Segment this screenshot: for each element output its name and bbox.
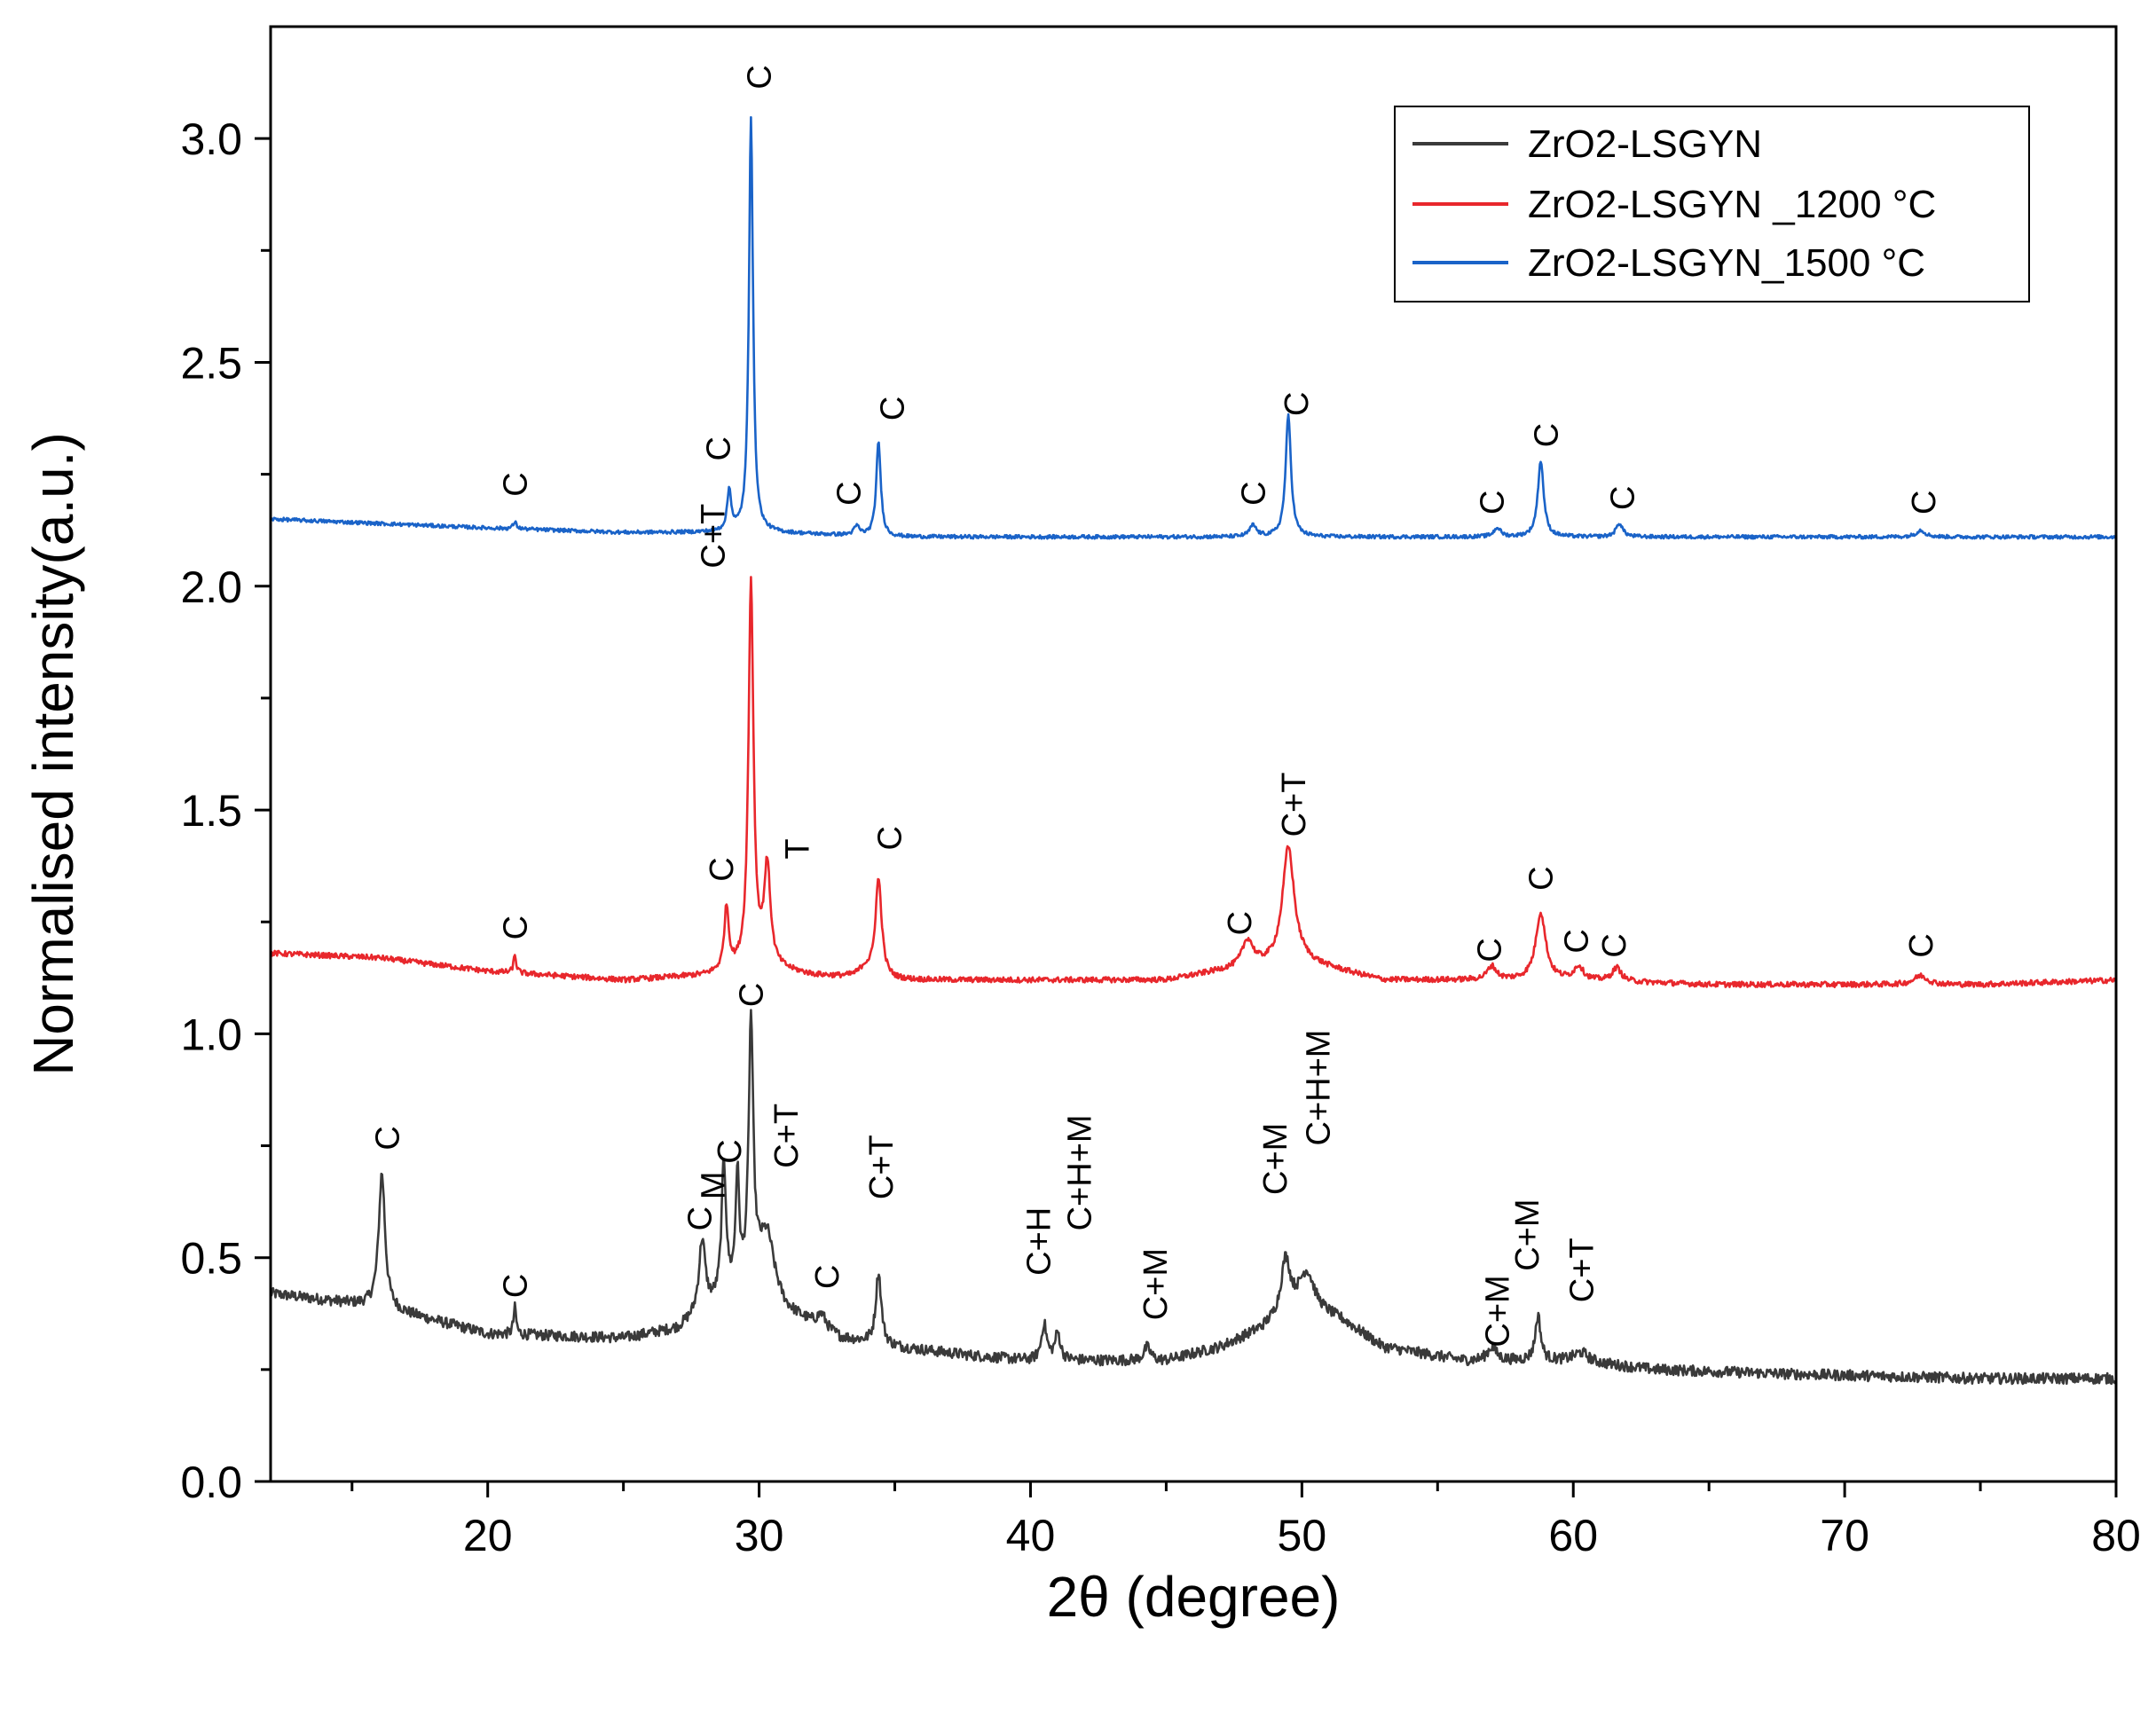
peak-annotation: M bbox=[696, 1171, 733, 1199]
peak-annotation: C bbox=[733, 983, 770, 1007]
peak-annotation: C+T bbox=[768, 1104, 806, 1168]
x-tick-label: 70 bbox=[1820, 1511, 1869, 1560]
peak-annotation: C bbox=[1906, 491, 1943, 515]
peak-annotation: C bbox=[701, 436, 738, 460]
peak-annotation: C+T bbox=[696, 504, 733, 569]
peak-annotation: C+H+M bbox=[1301, 1030, 1338, 1146]
peak-annotation: C+T bbox=[863, 1135, 901, 1199]
peak-annotation: C bbox=[1903, 933, 1940, 957]
peak-annotation: C bbox=[712, 1139, 749, 1163]
series-line-2 bbox=[271, 115, 2116, 540]
x-tick-label: 30 bbox=[735, 1511, 784, 1560]
peak-annotation: C+H+M bbox=[1062, 1114, 1099, 1230]
x-axis-title: 2θ (degree) bbox=[1047, 1565, 1341, 1629]
plot-frame bbox=[269, 25, 2118, 1483]
y-axis-title: Normalised intensity(a.u.) bbox=[21, 432, 85, 1076]
x-tick-label: 60 bbox=[1548, 1511, 1598, 1560]
y-tick-label: 2.5 bbox=[180, 338, 242, 388]
legend-label-as-prepared: ZrO2-LSGYN bbox=[1528, 122, 1762, 166]
legend: ZrO2-LSGYN ZrO2-LSGYN _1200 °C ZrO2-LSGY… bbox=[1394, 106, 2030, 303]
y-tick-label: 2.0 bbox=[180, 562, 242, 612]
y-tick-label: 0.0 bbox=[180, 1458, 242, 1507]
peak-annotation: C bbox=[497, 915, 534, 939]
series-line-0 bbox=[271, 1009, 2116, 1386]
x-tick-label: 80 bbox=[2091, 1511, 2141, 1560]
peak-annotation: C+M bbox=[1257, 1123, 1294, 1195]
peak-annotation: C bbox=[1558, 929, 1595, 953]
series-layer bbox=[271, 115, 2116, 1386]
peak-annotation: C+H bbox=[1021, 1207, 1058, 1276]
peak-annotation: C bbox=[1475, 491, 1512, 515]
x-axis-ticks: 20 30 40 50 60 70 80 bbox=[350, 1481, 2141, 1560]
peak-annotation: C bbox=[497, 1274, 534, 1298]
peak-annotation: C+T bbox=[1276, 773, 1313, 837]
series-line-1 bbox=[271, 576, 2116, 988]
peak-annotation: C+T bbox=[1563, 1238, 1601, 1302]
peak-annotation: T bbox=[779, 838, 816, 859]
peak-annotation: C bbox=[681, 1206, 719, 1230]
peak-annotation: C bbox=[809, 1265, 846, 1289]
peak-annotation: C bbox=[1529, 423, 1566, 447]
peak-annotation: C+M bbox=[1509, 1199, 1546, 1271]
peak-annotation: C bbox=[704, 857, 741, 881]
peak-annotation: C bbox=[1279, 392, 1316, 416]
y-tick-label: 0.5 bbox=[180, 1234, 242, 1284]
peak-annotation: C bbox=[875, 397, 912, 420]
peak-annotation: C bbox=[871, 826, 909, 850]
y-tick-label: 1.5 bbox=[180, 786, 242, 836]
peak-annotation: C bbox=[831, 481, 869, 505]
peak-annotation: C bbox=[1222, 911, 1259, 935]
y-tick-label: 3.0 bbox=[180, 114, 242, 164]
peak-annotation: C bbox=[1235, 481, 1272, 505]
x-tick-label: 50 bbox=[1278, 1511, 1327, 1560]
y-axis-ticks: 0.0 0.5 1.0 1.5 2.0 2.5 3.0 bbox=[180, 114, 271, 1507]
peak-annotation: C+M bbox=[1480, 1275, 1517, 1347]
peak-annotation: C bbox=[497, 472, 534, 496]
peak-annotation: C bbox=[1604, 486, 1641, 510]
peak-annotation: C bbox=[1596, 933, 1633, 957]
legend-label-1500: ZrO2-LSGYN_1500 °C bbox=[1528, 241, 1925, 285]
y-tick-label: 1.0 bbox=[180, 1010, 242, 1059]
peak-annotation: C bbox=[1523, 866, 1561, 890]
x-tick-label: 40 bbox=[1006, 1511, 1056, 1560]
peak-annotation: C bbox=[1471, 938, 1508, 962]
legend-label-1200: ZrO2-LSGYN _1200 °C bbox=[1528, 183, 1936, 226]
peak-annotation: C bbox=[370, 1126, 407, 1150]
peak-annotation: C bbox=[742, 65, 779, 89]
peak-annotation: C+M bbox=[1137, 1248, 1175, 1320]
x-tick-label: 20 bbox=[463, 1511, 513, 1560]
